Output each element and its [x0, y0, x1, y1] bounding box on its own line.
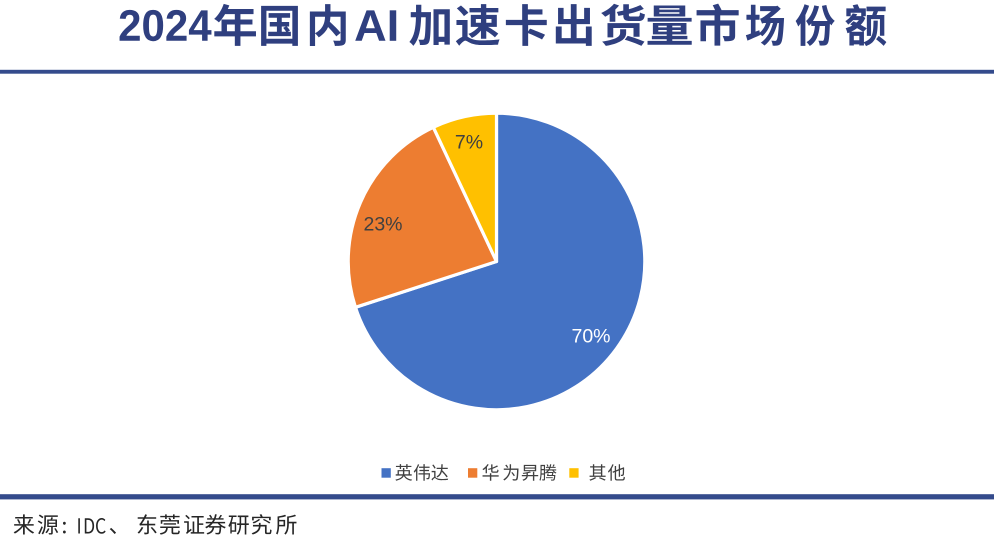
svg-text:7%: 7% — [455, 132, 483, 154]
svg-text:70%: 70% — [571, 326, 610, 348]
svg-text:23%: 23% — [363, 214, 402, 236]
